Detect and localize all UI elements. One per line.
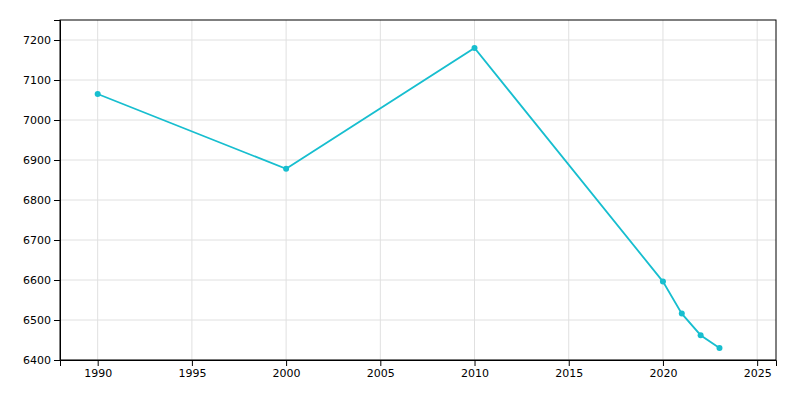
y-axis: 6400 6500 6600 6700 6800 6900 7000 7100 7200	[23, 21, 61, 368]
y-grid-line	[60, 320, 776, 321]
y-tick-label: 6500	[23, 314, 51, 327]
x-tick-mark	[757, 360, 758, 366]
x-tick-label: 2015	[555, 367, 583, 380]
x-tick-mark	[663, 360, 664, 366]
y-tick-mark	[54, 120, 60, 121]
x-grid-line	[757, 20, 758, 360]
x-axis-line	[61, 361, 777, 367]
y-grid-line	[60, 80, 776, 81]
x-tick-mark	[475, 360, 476, 366]
y-tick-label: 6800	[23, 194, 51, 207]
point	[283, 166, 289, 172]
x-grid-line	[97, 20, 98, 360]
x-tick-label: 2010	[461, 367, 489, 380]
x-tick: 2025	[744, 360, 772, 380]
x-tick-label: 2025	[744, 367, 772, 380]
y-grid-line	[60, 40, 776, 41]
y-grid-line	[60, 160, 776, 161]
y-tick: 7100	[23, 74, 60, 87]
x-tick-label: 1995	[178, 367, 206, 380]
x-tick-mark	[286, 360, 287, 366]
y-tick-label: 7100	[23, 74, 51, 87]
plot: 1990 1995 2000 2005 2010 2015 2020 2025 6400 6500…	[23, 20, 777, 380]
x-grid-line	[286, 20, 287, 360]
x-grid-line	[191, 20, 192, 360]
y-tick-mark	[54, 160, 60, 161]
point	[95, 91, 101, 97]
x-tick-mark	[569, 360, 570, 366]
y-tick-mark	[54, 240, 60, 241]
x-axis: 1990 1995 2000 2005 2010 2015 2020 2025	[61, 360, 777, 380]
y-tick-label: 7200	[23, 34, 51, 47]
point	[679, 311, 685, 317]
x-grid-line	[568, 20, 569, 360]
x-grid-line	[662, 20, 663, 360]
plot-frame	[60, 20, 776, 360]
series	[95, 45, 723, 351]
y-tick: 7200	[23, 34, 60, 47]
y-tick: 6700	[23, 234, 60, 247]
y-tick-mark	[54, 360, 60, 361]
x-tick-label: 2020	[649, 367, 677, 380]
y-grid-line	[60, 200, 776, 201]
chart: 1990 1995 2000 2005 2010 2015 2020 2025 6400 6500…	[0, 0, 800, 400]
x-tick: 1990	[84, 360, 112, 380]
x-tick-mark	[98, 360, 99, 366]
y-tick-mark	[54, 200, 60, 201]
y-tick-label: 6400	[23, 354, 51, 367]
x-tick-label: 2005	[367, 367, 395, 380]
x-tick: 2005	[367, 360, 395, 380]
y-tick-label: 6900	[23, 154, 51, 167]
point	[698, 332, 704, 338]
y-grid-line	[60, 120, 776, 121]
y-tick: 6800	[23, 194, 60, 207]
y-tick-mark	[54, 80, 60, 81]
y-tick-mark	[54, 280, 60, 281]
x-tick: 2000	[273, 360, 301, 380]
point	[660, 279, 666, 285]
x-tick-label: 1990	[84, 367, 112, 380]
y-tick: 7000	[23, 114, 60, 127]
x-tick: 2010	[461, 360, 489, 380]
y-tick-mark	[54, 320, 60, 321]
y-grid-line	[60, 280, 776, 281]
point	[472, 45, 478, 51]
y-grid-line	[60, 240, 776, 241]
y-tick: 6900	[23, 154, 60, 167]
grid	[60, 20, 776, 360]
x-grid-line	[474, 20, 475, 360]
x-tick: 2020	[649, 360, 677, 380]
x-tick-mark	[192, 360, 193, 366]
line	[98, 48, 720, 348]
x-tick: 1995	[178, 360, 206, 380]
y-tick: 6600	[23, 274, 60, 287]
y-tick-label: 6600	[23, 274, 51, 287]
y-tick: 6500	[23, 314, 60, 327]
x-tick: 2015	[555, 360, 583, 380]
x-tick-label: 2000	[273, 367, 301, 380]
point	[716, 345, 722, 351]
y-tick-label: 6700	[23, 234, 51, 247]
x-grid-line	[380, 20, 381, 360]
y-tick: 6400	[23, 354, 60, 367]
x-tick-mark	[380, 360, 381, 366]
y-tick-label: 7000	[23, 114, 51, 127]
y-tick-mark	[54, 40, 60, 41]
